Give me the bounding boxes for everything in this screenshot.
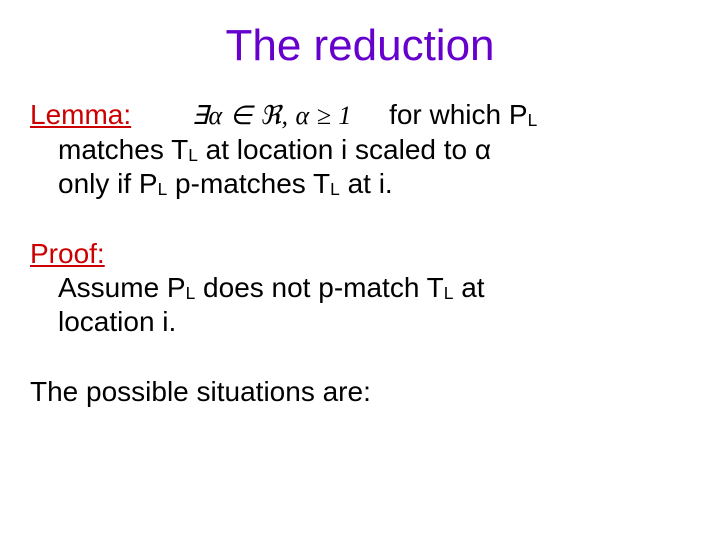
proof-line1c: at: [453, 272, 484, 303]
lemma-line2: matches TL at location i scaled to α onl…: [30, 133, 690, 201]
lemma-sub2: L: [188, 145, 198, 165]
lemma-sub4: L: [330, 179, 340, 199]
slide: The reduction Lemma: ∃α ∈ ℜ, α ≥ 1 for w…: [0, 0, 720, 540]
proof-line1a: Assume P: [58, 272, 186, 303]
proof-body: Assume PL does not p-match TL at locatio…: [30, 271, 690, 339]
lemma-tail: for which P: [389, 99, 528, 130]
lemma-line3a: only if P: [58, 168, 158, 199]
proof-line1b: does not p-match T: [195, 272, 444, 303]
lemma-label: Lemma:: [30, 99, 131, 130]
closing-line: The possible situations are:: [30, 375, 690, 409]
lemma-line3c: at i.: [340, 168, 393, 199]
proof-line2: location i.: [58, 306, 176, 337]
lemma-sub1: L: [528, 110, 538, 130]
lemma-sub3: L: [158, 179, 168, 199]
proof-sub2: L: [444, 283, 454, 303]
lemma-math: ∃α ∈ ℜ, α ≥ 1: [186, 101, 358, 130]
slide-title: The reduction: [30, 22, 690, 70]
lemma-line2b: at location i scaled to α: [198, 134, 491, 165]
proof-block: Proof: Assume PL does not p-match TL at …: [30, 237, 690, 339]
lemma-block: Lemma: ∃α ∈ ℜ, α ≥ 1 for which PL matche…: [30, 98, 690, 200]
lemma-line2a: matches T: [58, 134, 188, 165]
proof-label: Proof:: [30, 238, 105, 269]
lemma-spacer2: [366, 99, 382, 130]
lemma-spacer: [139, 99, 178, 130]
lemma-line3b: p-matches T: [167, 168, 330, 199]
proof-sub1: L: [186, 283, 196, 303]
